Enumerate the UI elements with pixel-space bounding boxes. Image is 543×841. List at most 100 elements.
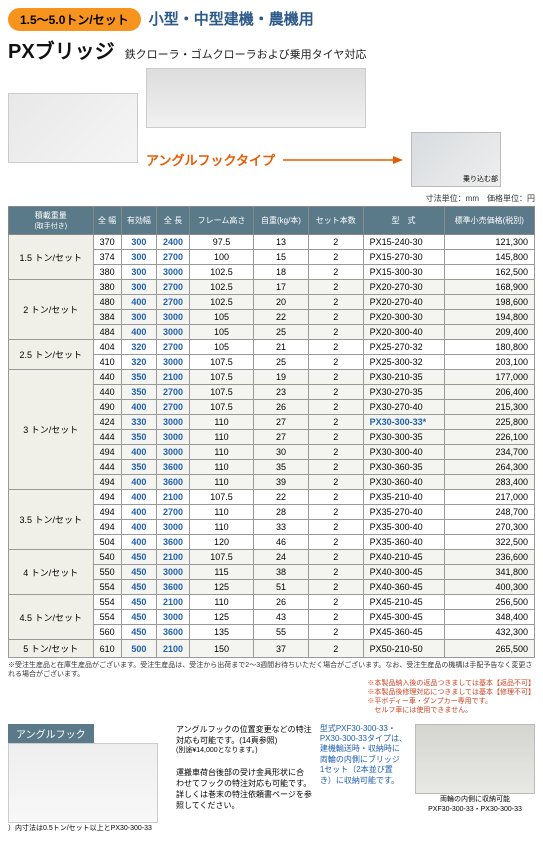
cell: 39 xyxy=(254,475,309,490)
cell: 2100 xyxy=(157,595,190,610)
cell: 380 xyxy=(93,265,121,280)
cell: PX30-300-40 xyxy=(363,445,444,460)
cell: 400 xyxy=(121,445,156,460)
cell: 400,300 xyxy=(444,580,534,595)
col-header: 自重(kg/本) xyxy=(254,207,309,235)
cell: 209,400 xyxy=(444,325,534,340)
cell: 341,800 xyxy=(444,565,534,580)
cell: 2 xyxy=(308,235,363,250)
cell: 2 xyxy=(308,475,363,490)
footnote-red3: ※平ボディー車・ダンプカー専用です。 xyxy=(367,697,535,706)
cell: 3000 xyxy=(157,565,190,580)
cell: 2700 xyxy=(157,340,190,355)
cell: 203,100 xyxy=(444,355,534,370)
cell: 490 xyxy=(93,400,121,415)
cell: 2400 xyxy=(157,235,190,250)
cell: 19 xyxy=(254,370,309,385)
units-label: 寸法単位：mm 価格単位：円 xyxy=(8,193,535,204)
cell: 115 xyxy=(189,565,253,580)
cell: 3600 xyxy=(157,460,190,475)
cell: 370 xyxy=(93,235,121,250)
cell: 440 xyxy=(93,385,121,400)
cell: 180,800 xyxy=(444,340,534,355)
cell: 206,400 xyxy=(444,385,534,400)
cell: 38 xyxy=(254,565,309,580)
load-cell: 2 トン/セット xyxy=(9,280,94,340)
footnote-red2: ※本製品後修理対応につきましては基本【修理不可】 xyxy=(367,688,535,697)
cell: PX20-270-40 xyxy=(363,295,444,310)
load-cell: 4.5 トン/セット xyxy=(9,595,94,640)
cell: 3600 xyxy=(157,535,190,550)
cell: 2 xyxy=(308,370,363,385)
cell: 270,300 xyxy=(444,520,534,535)
cell: 3000 xyxy=(157,310,190,325)
cell: PX15-270-30 xyxy=(363,250,444,265)
cell: 162,500 xyxy=(444,265,534,280)
cell: 33 xyxy=(254,520,309,535)
footnote-line1: ※受注生産品と在庫生産品がございます。受注生産品は、受注から出荷まで2〜3週間お… xyxy=(8,661,535,679)
footnote-red4: セルフ車には使用できません。 xyxy=(367,706,535,715)
cell: 110 xyxy=(189,460,253,475)
spec-table: 積載重量(取手付き)全 幅有効幅全 長フレーム高さ自重(kg/本)セット本数型 … xyxy=(8,206,535,658)
cell: 198,600 xyxy=(444,295,534,310)
hook-type-label: アングルフックタイプ xyxy=(146,150,275,169)
cell: 450 xyxy=(121,580,156,595)
cell: 2 xyxy=(308,505,363,520)
cell: 3000 xyxy=(157,520,190,535)
cell: 550 xyxy=(93,565,121,580)
cell: 2 xyxy=(308,625,363,640)
cell: 2 xyxy=(308,565,363,580)
cell: 27 xyxy=(254,415,309,430)
cell: 105 xyxy=(189,310,253,325)
cell: PX15-240-30 xyxy=(363,235,444,250)
col-header: 標準小売価格(税別) xyxy=(444,207,534,235)
cell: 3600 xyxy=(157,475,190,490)
cell: PX30-360-35 xyxy=(363,460,444,475)
cell: PX35-270-40 xyxy=(363,505,444,520)
cell: 2 xyxy=(308,460,363,475)
cell: 24 xyxy=(254,550,309,565)
cell: 17 xyxy=(254,280,309,295)
cell: 2 xyxy=(308,640,363,658)
cell: 330 xyxy=(121,415,156,430)
cell: PX20-270-30 xyxy=(363,280,444,295)
cell: 107.5 xyxy=(189,400,253,415)
cell: 107.5 xyxy=(189,385,253,400)
cell: 20 xyxy=(254,295,309,310)
cell: 3000 xyxy=(157,265,190,280)
cell: 320 xyxy=(121,340,156,355)
cell: 432,300 xyxy=(444,625,534,640)
cell: 2 xyxy=(308,400,363,415)
cell: 504 xyxy=(93,535,121,550)
cell: 480 xyxy=(93,295,121,310)
col-header: 有効幅 xyxy=(121,207,156,235)
cell: 400 xyxy=(121,505,156,520)
cell: 500 xyxy=(121,640,156,658)
cell: 400 xyxy=(121,490,156,505)
table-row: 3 トン/セット4403502100107.5192PX30-210-35177… xyxy=(9,370,535,385)
cell: 300 xyxy=(121,280,156,295)
cell: 2100 xyxy=(157,490,190,505)
cell: 97.5 xyxy=(189,235,253,250)
cell: 135 xyxy=(189,625,253,640)
cell: 107.5 xyxy=(189,355,253,370)
angle-text2: 運搬車荷台後部の受け金具形状に合わせてフックの特注対応も可能です。 xyxy=(176,767,312,789)
cell: 440 xyxy=(93,370,121,385)
cell: 2 xyxy=(308,595,363,610)
cell: PX30-300-35 xyxy=(363,430,444,445)
cell: 37 xyxy=(254,640,309,658)
cell: PX20-300-30 xyxy=(363,310,444,325)
cell: 3600 xyxy=(157,625,190,640)
cell: 110 xyxy=(189,445,253,460)
load-cell: 3.5 トン/セット xyxy=(9,490,94,550)
cell: PX40-360-45 xyxy=(363,580,444,595)
cell: PX25-300-32 xyxy=(363,355,444,370)
cell: 2 xyxy=(308,520,363,535)
table-row: 5 トン/セット6105002100150372PX50-210-50265,5… xyxy=(9,640,535,658)
load-cell: 2.5 トン/セット xyxy=(9,340,94,370)
product-image-main xyxy=(146,68,366,128)
col-header: セット本数 xyxy=(308,207,363,235)
cell: 320 xyxy=(121,355,156,370)
cell: 125 xyxy=(189,610,253,625)
cell: 102.5 xyxy=(189,280,253,295)
